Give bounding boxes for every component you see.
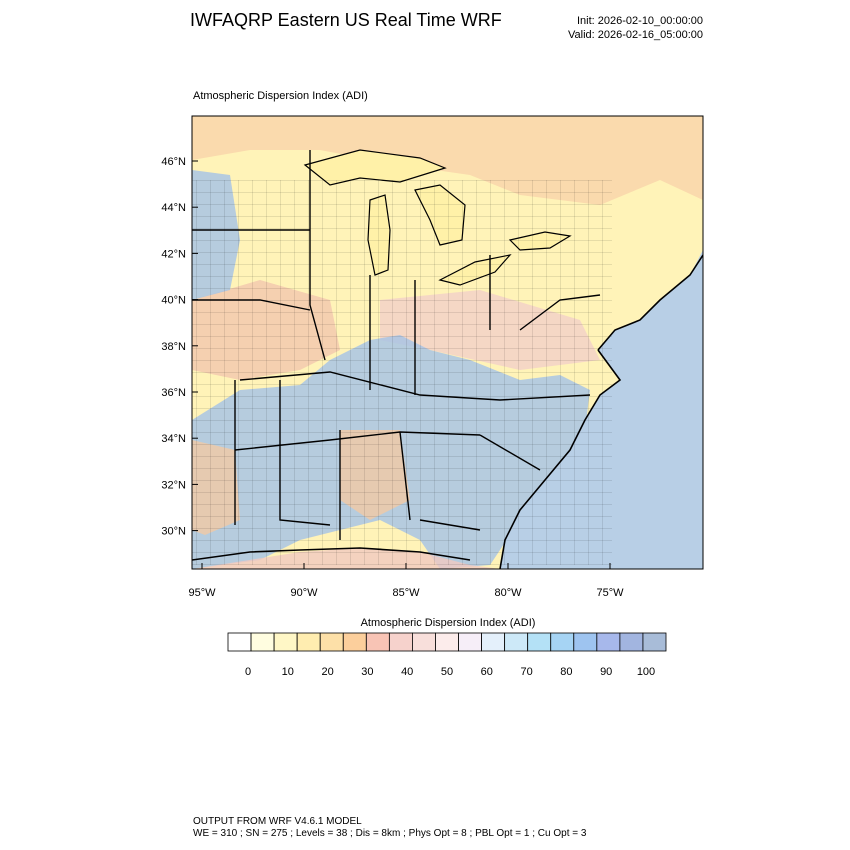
colorbar-swatch [296,632,321,652]
gulf-coastline [192,547,471,561]
lat-tick-label: 40°N [161,295,186,307]
colorbar-tick-label: 100 [637,666,655,678]
colorbar-swatch [365,632,390,652]
colorbar-swatch [642,632,667,652]
lat-tick-label: 32°N [161,479,186,491]
map-subtitle: Atmospheric Dispersion Index (ADI) [193,90,368,102]
colorbar-swatch [504,632,529,652]
atlantic-coastline [499,349,622,569]
lat-tick-label: 44°N [161,202,186,214]
colorbar-swatch [273,632,298,652]
colorbar-swatch [619,632,644,652]
northeast-coastline [597,254,703,351]
colorbar-swatch [388,632,413,652]
county-lines [192,180,612,565]
lon-tick-label: 75°W [596,587,624,599]
colorbar-swatch [458,632,482,652]
footer-model-line: OUTPUT FROM WRF V4.6.1 MODEL [193,816,362,827]
colorbar-tick-label: 70 [520,666,532,678]
lon-tick-label: 90°W [290,587,318,599]
colorbar-tick-label: 60 [481,666,493,678]
lat-tick-label: 46°N [161,156,186,168]
state-borders [192,150,601,540]
model-footer: OUTPUT FROM WRF V4.6.1 MODEL WE = 310 ; … [193,816,586,840]
colorbar-swatch [250,632,275,652]
colorbar-swatch [596,632,621,652]
colorbar-tick-label: 20 [321,666,333,678]
run-times: Init: 2026-02-10_00:00:00 Valid: 2026-02… [568,14,703,42]
lat-tick-label: 34°N [161,433,186,445]
colorbar-swatch [435,632,459,652]
colorbar-swatch [227,632,252,652]
colorbar-swatch [527,632,552,652]
map-area [192,116,703,569]
colorbar-title: Atmospheric Dispersion Index (ADI) [361,617,536,629]
lat-tick-label: 42°N [161,248,186,260]
footer-config-line: WE = 310 ; SN = 275 ; Levels = 38 ; Dis … [193,828,587,839]
lon-tick-label: 85°W [392,587,420,599]
colorbar [227,632,667,652]
init-time: Init: 2026-02-10_00:00:00 [577,15,703,27]
colorbar-swatch [342,632,367,652]
valid-time: Valid: 2026-02-16_05:00:00 [568,29,703,41]
colorbar-tick-labels: 0 10 20 30 40 50 60 70 80 90 100 [245,666,655,678]
lat-tick-label: 36°N [161,387,186,399]
colorbar-swatch [573,632,598,652]
colorbar-tick-label: 80 [560,666,572,678]
lat-tick-label: 38°N [161,341,186,353]
colorbar-tick-label: 50 [441,666,453,678]
colorbar-swatch [550,632,575,652]
chart-title: IWFAQRP Eastern US Real Time WRF [190,10,502,30]
colorbar-tick-label: 10 [282,666,294,678]
longitude-ticks: 95°W 90°W 85°W 80°W 75°W [188,563,624,599]
colorbar-swatch [319,632,344,652]
lat-tick-label: 30°N [161,526,186,538]
colorbar-tick-label: 40 [401,666,413,678]
map-frame [191,115,704,570]
latitude-ticks: 46°N 44°N 42°N 40°N 38°N 36°N 34°N 32°N 30°N [161,156,198,538]
colorbar-tick-label: 30 [361,666,373,678]
colorbar-swatch [481,632,506,652]
colorbar-tick-label: 90 [600,666,612,678]
colorbar-swatch [412,632,436,652]
lon-tick-label: 80°W [494,587,522,599]
lon-tick-label: 95°W [188,587,216,599]
colorbar-tick-label: 0 [245,666,251,678]
